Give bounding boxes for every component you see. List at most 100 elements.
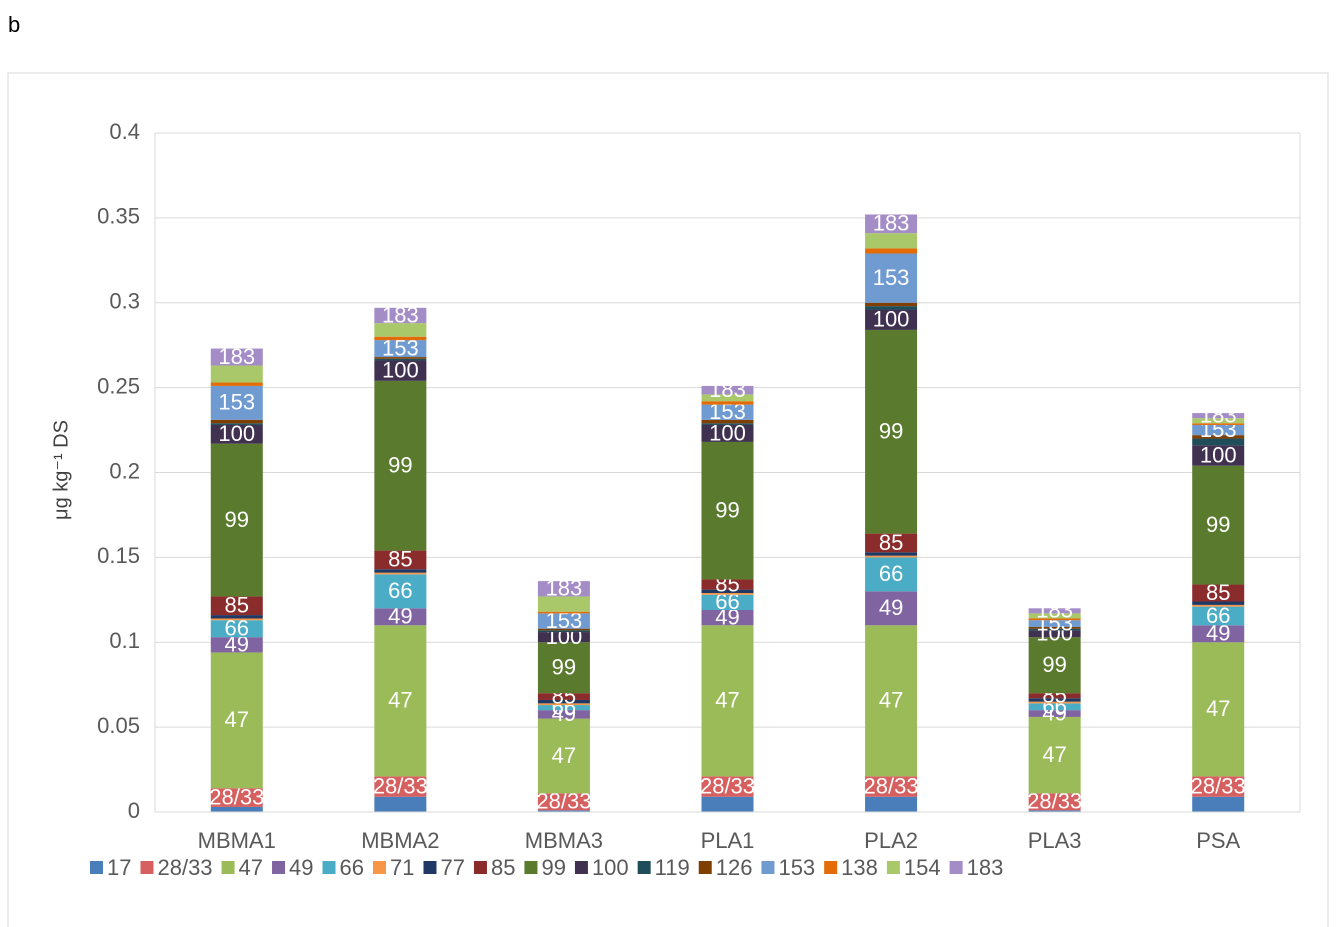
segment-label: 28/33 [209,784,264,809]
segment-label: 66 [388,578,412,603]
bar-segment [1028,716,1081,794]
segment-label: 47 [879,688,903,713]
bar-segment [701,394,754,402]
bar-segment [537,793,590,811]
bar-segment [1192,604,1245,607]
segment-label: 85 [225,593,249,618]
bar-segment [1192,435,1245,439]
bar-segment [537,611,590,614]
segment-label: 85 [879,530,903,555]
legend-swatch [698,861,712,874]
bar-segment [1028,608,1081,614]
bar-segment [374,608,427,626]
bar-segment [210,806,263,812]
legend-label: 66 [340,855,364,880]
bar-segment [374,360,427,381]
bar-segment [537,705,590,711]
bar-segment [374,572,427,575]
bar-segment [1028,701,1081,704]
segment-label: 47 [715,688,739,713]
bar-segment [374,323,427,337]
legend-label: 99 [541,855,565,880]
bar-segment [1028,630,1081,638]
segment-label: 66 [1206,603,1230,628]
bar-segment [210,365,263,383]
legend-swatch [637,861,651,874]
segment-label: 100 [873,307,910,332]
segment-label: 183 [873,211,910,236]
bar-segment [210,382,263,386]
bar-segment [1192,642,1245,777]
bar-segment [210,385,263,420]
bar-segment [701,589,754,594]
legend-swatch [886,861,900,874]
bar-segment [1192,625,1245,643]
bar-segment [537,710,590,719]
bar-segment [537,693,590,700]
segment-label: 99 [225,507,249,532]
segment-label: 183 [546,576,583,601]
bar-segment [537,613,590,629]
segment-label: 153 [218,390,255,415]
segment-label: 183 [218,344,255,369]
y-tick-label: 0.1 [109,628,140,653]
bar-segment [537,703,590,706]
bar-segment [210,423,263,425]
segment-label: 28/33 [373,773,428,798]
bar-segment [701,423,754,425]
bar-segment [210,443,263,597]
legend-label: 77 [440,855,464,880]
bar-segment [537,810,590,812]
bar-segment [701,441,754,580]
bar-segment [1028,637,1081,694]
segment-label: 99 [388,453,412,478]
segment-label: 47 [552,743,576,768]
y-tick-label: 0.3 [109,289,140,314]
bar-segment [537,642,590,694]
bar-segment [865,552,918,556]
legend-label: 183 [967,855,1004,880]
segment-label: 47 [225,707,249,732]
bar-segment [537,718,590,794]
legend-swatch [322,861,336,874]
bar-segment [1192,601,1245,605]
bar-segment [210,620,263,638]
legend-swatch [272,861,286,874]
bar-segment [1028,693,1081,699]
bar-segment [374,358,427,361]
bar-segment [865,248,918,254]
segment-label: 28/33 [1191,773,1246,798]
bar-segment [865,591,918,626]
bar-segment [701,424,754,442]
segment-label: 49 [879,595,903,620]
bar-segment [210,419,263,424]
bar-segment [701,776,754,797]
y-tick-label: 0 [128,798,140,823]
y-tick-label: 0.15 [97,543,140,568]
bar-segment [1192,413,1245,419]
legend-label: 85 [491,855,515,880]
legend-label: 154 [904,855,941,880]
segment-label: 153 [873,265,910,290]
segment-label: 100 [218,421,255,446]
x-tick-label: MBMA2 [361,828,439,853]
legend-swatch [473,861,487,874]
y-tick-label: 0.05 [97,713,140,738]
legend-swatch [524,861,538,874]
bar-segment [1028,618,1081,621]
legend-swatch [140,861,154,874]
x-tick-label: PLA2 [864,828,918,853]
segment-label: 183 [382,302,419,327]
bar-segment [210,615,263,619]
x-tick-label: PLA1 [701,828,755,853]
bar-segment [1192,445,1245,466]
bar-segment [374,340,427,358]
bar-segment [1192,438,1245,446]
bar-segment [210,348,263,366]
bar-segment [865,796,918,812]
bar-segment [1028,793,1081,811]
segment-label: 99 [552,655,576,680]
segment-label: 100 [1200,442,1237,467]
bar-segment [1192,418,1245,424]
bar-segment [537,699,590,704]
